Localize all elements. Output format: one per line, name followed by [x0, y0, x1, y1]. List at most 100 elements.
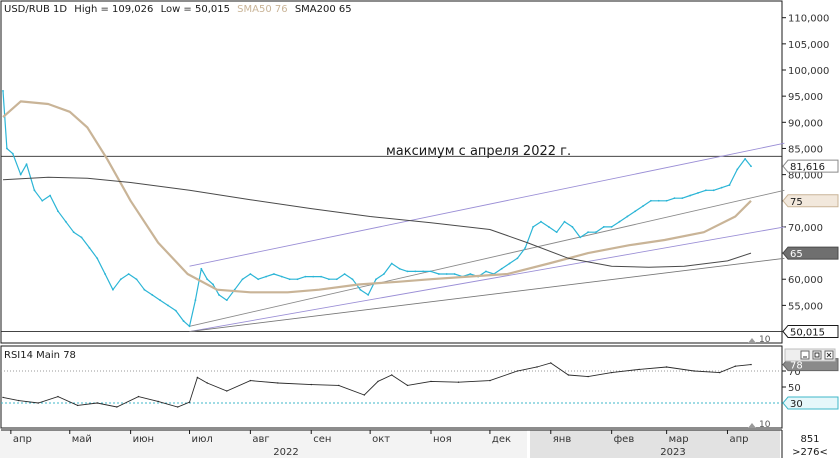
rsi-minimize-button[interactable]: [800, 350, 810, 360]
rsi-point: [157, 400, 159, 403]
price-point: [665, 199, 668, 202]
legend-symbol: USD/RUB 1D: [4, 4, 67, 15]
year-label-2023: 2023: [660, 447, 685, 458]
rsi-point: [96, 402, 98, 404]
price-point: [143, 288, 146, 291]
visible-range[interactable]: >276<: [792, 447, 828, 458]
price-point: [720, 186, 723, 189]
rsi-point: [137, 395, 140, 398]
price-point: [414, 270, 417, 273]
price-point: [241, 278, 244, 281]
rsi-point: [734, 365, 737, 367]
rsi-tick-label: 50: [788, 383, 801, 394]
price-point: [328, 278, 330, 281]
price-point: [367, 294, 370, 296]
rsi-close-button[interactable]: [824, 350, 834, 360]
price-point: [2, 90, 4, 92]
price-series-group: [2, 90, 752, 328]
price-point: [657, 199, 660, 202]
scroll-up-icon-rsi: [748, 423, 756, 428]
x-tick-label: ноя: [433, 434, 452, 445]
rsi-controls-bar: [784, 348, 836, 362]
x-tick-label: авг: [252, 434, 269, 445]
rsi-badge-label: 30: [790, 399, 803, 410]
price-point: [6, 147, 8, 150]
price-point: [532, 226, 535, 228]
rsi-point: [665, 366, 668, 368]
price-point: [296, 278, 299, 281]
rsi-badge-label: 78: [790, 361, 803, 372]
price-point: [182, 320, 185, 322]
x-tick-label: июл: [192, 434, 213, 445]
badge-low: [782, 324, 839, 338]
rsi-point: [693, 370, 695, 372]
legend-sma200: SMA200 65: [295, 4, 352, 15]
x-axis: апр май июн июл авг сен окт ноя дек янв фев мар апр 2…: [10, 430, 748, 458]
rsi-badge: [782, 396, 839, 410]
x-axis-2022-band: [0, 430, 527, 458]
legend-title: USD/RUB 1D High = 109,026 Low = 50,015 S…: [4, 4, 352, 15]
series-line-sma200: [2, 176, 752, 268]
channel-line-support: [189, 257, 785, 332]
price-point: [697, 192, 699, 194]
price-point: [555, 231, 558, 234]
price-point: [516, 257, 519, 260]
price-point: [398, 267, 401, 270]
price-point: [579, 236, 582, 239]
rsi-point: [391, 374, 393, 376]
rsi-point: [277, 382, 279, 384]
rsi-point: [457, 381, 460, 383]
price-point: [88, 246, 91, 249]
x-tick-label: дек: [492, 434, 511, 445]
rsi-point: [516, 370, 519, 372]
rsi-point: [750, 363, 752, 366]
price-tick-label: 100,000: [788, 66, 829, 77]
price-point: [422, 270, 425, 273]
price-point: [249, 273, 252, 275]
channel-lines: [1, 142, 785, 332]
price-tick-label: 55,000: [788, 301, 823, 312]
rsi-point: [550, 362, 552, 364]
rsi-point: [177, 406, 179, 408]
price-point: [610, 226, 613, 228]
price-point: [72, 231, 75, 234]
rsi-point: [206, 382, 208, 384]
price-point: [673, 197, 676, 200]
price-point: [547, 226, 550, 228]
legend-sma50: SMA50 76: [237, 4, 287, 15]
rsi-point: [718, 371, 721, 374]
price-point: [200, 267, 203, 270]
rsi-point: [188, 401, 191, 403]
price-point: [273, 273, 275, 275]
badge-price: [782, 159, 839, 173]
price-point: [642, 205, 644, 207]
price-point: [382, 273, 385, 275]
rsi-point: [567, 374, 570, 376]
price-point: [602, 226, 605, 228]
price-point: [744, 158, 747, 160]
x-tick-label: мар: [669, 434, 689, 445]
price-point: [618, 220, 621, 223]
badge-price-label: 81,616: [790, 162, 825, 173]
price-point: [406, 270, 409, 273]
price-point: [508, 262, 511, 265]
price-tick-label: 85,000: [788, 144, 823, 155]
year-label-2022: 2022: [273, 447, 298, 458]
price-tick-label: 80,000: [788, 171, 823, 182]
price-tick-label: 110,000: [788, 14, 829, 25]
price-corner-label: 10: [759, 335, 771, 345]
rsi-tick-label: 70: [788, 367, 801, 378]
price-point: [689, 194, 692, 197]
price-point: [49, 194, 52, 197]
rsi-maximize-button[interactable]: [812, 350, 822, 360]
price-point: [750, 165, 752, 168]
price-point: [704, 189, 707, 192]
price-point: [728, 184, 731, 186]
x-tick-label: фев: [614, 434, 635, 445]
price-point: [304, 275, 307, 278]
rsi-point: [196, 376, 199, 379]
maximize-icon: [812, 350, 822, 360]
price-tick-label: 60,000: [788, 275, 823, 286]
rsi-title: RSI14 Main 78: [4, 350, 76, 361]
price-point: [174, 309, 177, 312]
